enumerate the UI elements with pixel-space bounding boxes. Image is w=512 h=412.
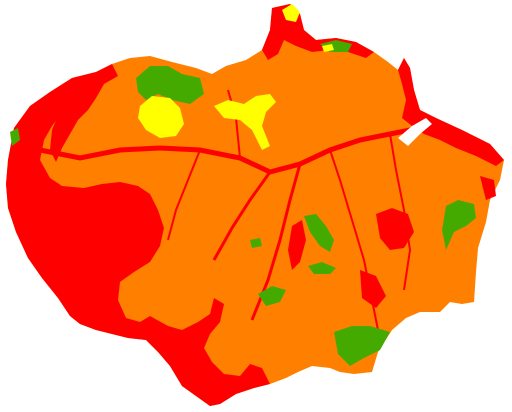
region-red-patch-1 [376,208,414,250]
region-orange-main [6,4,504,406]
region-green-east [442,200,476,250]
region-red-patch-3 [360,270,386,308]
region-red-patch-2 [288,220,306,270]
region-green-south-2 [334,326,390,366]
region-green-south-1 [258,286,286,306]
region-green-west-edge [10,128,20,146]
region-red-west [6,78,270,406]
region-yellow-top [282,4,300,22]
river-mouth [398,118,432,146]
river-tributary-1 [212,171,272,261]
region-red-northwest [50,64,118,162]
region-red-patch-4 [480,176,496,200]
region-yellow-north-1 [138,96,184,138]
river-tributary-3 [167,149,201,241]
region-green-central-2 [308,262,336,274]
region-green-central-1 [304,214,334,252]
region-green-north [136,66,204,104]
river-main [39,125,421,175]
river-tributary-5 [329,149,381,341]
river-tributary-4 [389,133,412,291]
region-yellow-small [322,44,334,52]
region-yellow-north-2 [214,94,276,150]
region-red-northeast [398,58,504,166]
region-green-small [250,238,262,248]
